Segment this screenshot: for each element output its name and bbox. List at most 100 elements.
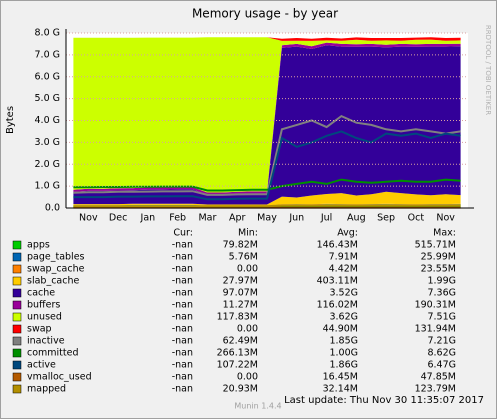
legend-value: 0.00: [237, 372, 258, 383]
x-tick-label: Sep: [377, 213, 395, 224]
legend-value: 62.49M: [223, 336, 258, 347]
area: [73, 37, 461, 41]
legend-value: 190.31M: [415, 300, 456, 311]
legend-swatch: [12, 372, 22, 382]
legend-name: buffers: [27, 300, 60, 311]
legend-value: -nan: [172, 264, 193, 275]
x-tick-label: Jun: [288, 213, 304, 224]
legend-value: 1.85G: [329, 336, 358, 347]
version: Munin 1.4.4: [234, 402, 281, 411]
legend-name: unused: [27, 312, 62, 323]
legend-value: -nan: [172, 336, 193, 347]
legend-value: 123.79M: [415, 384, 456, 395]
legend-name: cache: [27, 288, 55, 299]
legend-value: -nan: [172, 312, 193, 323]
legend-value: 131.94M: [415, 324, 456, 335]
legend-value: -nan: [172, 300, 193, 311]
legend-name: swap_cache: [27, 264, 85, 275]
legend-value: 7.91M: [329, 252, 358, 263]
legend-swatch: [12, 240, 22, 250]
legend-value: 0.00: [237, 264, 258, 275]
legend-swatch: [12, 264, 22, 274]
legend-value: 8.62G: [427, 348, 456, 359]
legend-value: 44.90M: [323, 324, 358, 335]
y-tick-label: 8.0 G: [35, 28, 61, 39]
y-tick-label: 0.0: [45, 203, 60, 214]
legend-value: -nan: [172, 384, 193, 395]
line: [73, 114, 461, 196]
legend-value: -nan: [172, 324, 193, 335]
legend-value: -nan: [172, 276, 193, 287]
legend-value: 146.43M: [317, 240, 358, 251]
y-tick-label: 5.0 G: [35, 93, 61, 104]
legend-value: 515.71M: [415, 240, 456, 251]
x-tick-label: Mar: [198, 213, 216, 224]
legend-header: Min:: [238, 228, 258, 239]
legend-value: -nan: [172, 252, 193, 263]
legend-value: 7.51G: [427, 312, 456, 323]
legend-name: apps: [27, 240, 50, 251]
legend-swatch: [12, 360, 22, 370]
chart-title: Memory usage - by year: [192, 7, 338, 21]
legend-name: vmalloc_used: [27, 372, 92, 383]
legend-value: 23.55M: [421, 264, 456, 275]
legend-value: 79.82M: [223, 240, 258, 251]
legend-swatch: [12, 384, 22, 394]
x-tick-label: Oct: [408, 213, 425, 224]
legend-swatch: [12, 324, 22, 334]
legend-value: 403.11M: [317, 276, 358, 287]
plot: [73, 37, 461, 209]
x-tick-label: May: [257, 213, 277, 224]
legend-value: 116.02M: [317, 300, 358, 311]
legend-value: 11.27M: [223, 300, 258, 311]
legend-value: 20.93M: [223, 384, 258, 395]
legend-header: Max:: [433, 228, 456, 239]
line: [73, 130, 461, 201]
y-tick-label: 3.0 G: [35, 137, 61, 148]
area: [73, 37, 461, 193]
legend-value: 16.45M: [323, 372, 358, 383]
last-update: Last update: Thu Nov 30 11:35:07 2017: [284, 395, 484, 406]
y-tick-label: 4.0 G: [35, 115, 61, 126]
legend-value: 266.13M: [217, 348, 258, 359]
legend-value: 47.85M: [421, 372, 456, 383]
x-tick-label: Apr: [229, 213, 246, 224]
legend-value: 4.42M: [329, 264, 358, 275]
legend-swatch: [12, 300, 22, 310]
legend-name: slab_cache: [27, 276, 79, 287]
legend-name: swap: [27, 324, 52, 335]
y-axis-label: Bytes: [5, 106, 16, 134]
y-tick-label: 7.0 G: [35, 49, 61, 60]
legend-value: -nan: [172, 348, 193, 359]
y-tick-label: 2.0 G: [35, 159, 61, 170]
legend-name: committed: [27, 348, 79, 359]
legend-value: 6.47G: [427, 360, 456, 371]
legend-value: 32.14M: [323, 384, 358, 395]
legend-value: -nan: [172, 288, 193, 299]
area: [73, 191, 461, 206]
legend-name: page_tables: [27, 252, 85, 263]
legend-value: -nan: [172, 240, 193, 251]
legend-value: 25.99M: [421, 252, 456, 263]
legend-value: 107.22M: [217, 360, 258, 371]
legend-value: -nan: [172, 372, 193, 383]
area: [73, 203, 461, 206]
line: [73, 178, 461, 192]
legend-value: 7.36G: [427, 288, 456, 299]
side-text: RRDTOOL / TOBI OETIKER: [484, 25, 492, 115]
legend-value: 0.00: [237, 324, 258, 335]
legend-header: Avg:: [337, 228, 358, 239]
legend-value: 7.21G: [427, 336, 456, 347]
legend-value: 3.52G: [329, 288, 358, 299]
legend-swatch: [12, 348, 22, 358]
legend-header: Cur:: [173, 228, 193, 239]
x-tick-label: Nov: [436, 213, 455, 224]
x-tick-label: Aug: [347, 213, 366, 224]
legend-value: 27.97M: [223, 276, 258, 287]
x-tick-label: Feb: [169, 213, 186, 224]
legend-swatch: [12, 276, 22, 286]
x-tick-label: Jul: [320, 213, 332, 224]
legend-value: 117.83M: [217, 312, 258, 323]
